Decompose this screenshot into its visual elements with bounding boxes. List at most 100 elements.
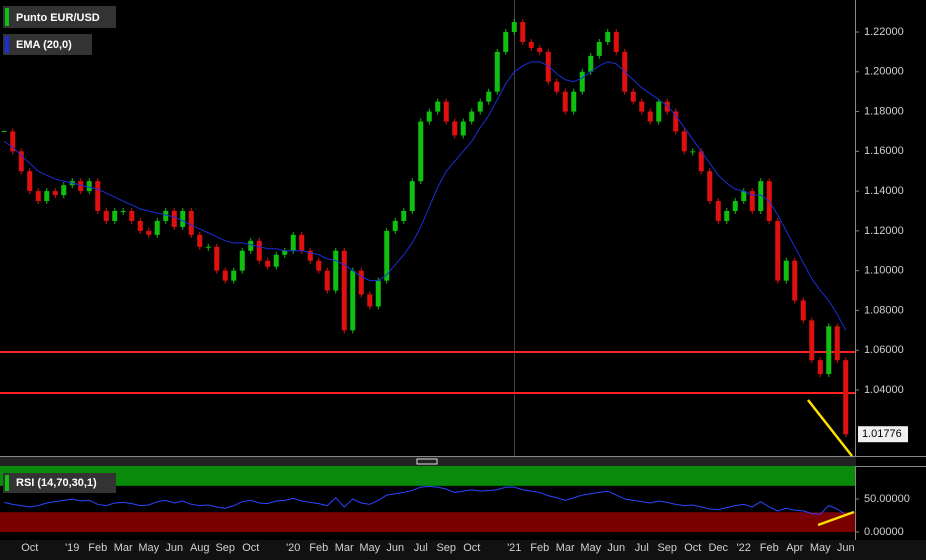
x-tick-label: Jun <box>165 542 183 554</box>
candle <box>290 234 296 251</box>
x-tick-label: May <box>810 542 831 554</box>
candle <box>537 47 543 52</box>
candle <box>588 55 594 72</box>
candle <box>409 181 415 211</box>
legend-label: Punto EUR/USD <box>16 12 100 24</box>
rsi-band <box>0 466 855 486</box>
legend-box <box>3 473 116 493</box>
legend-ema[interactable]: EMA (20,0) <box>3 34 92 55</box>
line-series <box>3 61 847 331</box>
candle <box>834 326 840 361</box>
candle <box>554 81 560 92</box>
candle <box>749 191 755 211</box>
candle <box>435 101 441 112</box>
candle <box>486 91 492 102</box>
candle <box>520 22 526 42</box>
separator-grip[interactable] <box>416 458 438 465</box>
y-tick-label: 1.18000 <box>864 105 904 117</box>
candle <box>647 111 653 122</box>
candle <box>78 181 84 192</box>
legend-swatch <box>5 475 9 491</box>
legend-price[interactable]: Punto EUR/USD <box>3 6 116 28</box>
candle <box>95 181 101 211</box>
candle <box>605 32 611 42</box>
y-tick-label: 1.20000 <box>864 66 904 78</box>
x-tick-label: May <box>359 542 380 554</box>
x-tick-label: Mar <box>335 542 354 554</box>
x-tick-label: May <box>138 542 159 554</box>
candle <box>350 270 356 331</box>
x-tick-label: May <box>580 542 601 554</box>
legend-label: RSI (14,70,30,1) <box>16 477 97 489</box>
candle <box>503 32 509 52</box>
candle <box>103 210 109 221</box>
candle <box>741 191 747 202</box>
candle <box>120 210 126 212</box>
y-tick-label: 1.06000 <box>864 344 904 356</box>
candle <box>154 220 160 235</box>
x-tick-label: Feb <box>760 542 779 554</box>
candle <box>375 280 381 307</box>
candle <box>571 91 577 112</box>
x-tick-label: '20 <box>286 542 300 554</box>
candle <box>562 91 568 112</box>
x-tick-label: Jul <box>414 542 428 554</box>
x-tick-label: Dec <box>708 542 728 554</box>
x-tick-label: Feb <box>88 542 107 554</box>
x-tick-label: Aug <box>190 542 210 554</box>
candle <box>690 151 696 153</box>
candle <box>197 234 203 247</box>
candle <box>715 201 721 221</box>
y-tick-label: 1.14000 <box>864 185 904 197</box>
candle <box>775 220 781 281</box>
candle <box>384 230 390 281</box>
candle <box>707 171 713 202</box>
y-tick-label: 1.08000 <box>864 304 904 316</box>
candle <box>443 101 449 122</box>
candle <box>299 234 305 251</box>
candle <box>817 360 823 375</box>
y-tick-label: 1.10000 <box>864 265 904 277</box>
candle <box>358 270 364 295</box>
candle <box>826 326 832 375</box>
x-tick-label: Feb <box>530 542 549 554</box>
candle <box>86 181 92 192</box>
candle <box>137 220 143 231</box>
candle <box>528 41 534 48</box>
candle <box>656 101 662 122</box>
candle <box>231 270 237 281</box>
x-tick-label: Mar <box>556 542 575 554</box>
candle <box>469 111 475 122</box>
candle <box>256 240 262 261</box>
candle <box>809 320 815 361</box>
candle <box>316 260 322 271</box>
candle <box>630 91 636 102</box>
candle <box>180 210 186 227</box>
legend-box <box>3 34 92 55</box>
candle <box>146 230 152 235</box>
legend-label: EMA (20,0) <box>16 39 72 51</box>
legend-rsi[interactable]: RSI (14,70,30,1) <box>3 473 116 493</box>
candle <box>10 131 16 152</box>
candle <box>341 250 347 331</box>
x-tick-label: Jun <box>386 542 404 554</box>
candle <box>324 270 330 291</box>
price-label: 1.01776 <box>862 428 902 440</box>
candle <box>273 254 279 267</box>
x-tick-label: Sep <box>657 542 677 554</box>
candle <box>418 121 424 182</box>
x-tick-label: Sep <box>436 542 456 554</box>
y-tick-label: 1.16000 <box>864 145 904 157</box>
candle <box>214 246 220 271</box>
panel-separator[interactable] <box>0 457 856 466</box>
x-tick-label: Oct <box>21 542 38 554</box>
x-tick-label: '19 <box>65 542 79 554</box>
x-tick-label: Jun <box>837 542 855 554</box>
candle <box>248 240 254 251</box>
candle <box>596 41 602 56</box>
candle <box>188 210 194 235</box>
x-tick-label: Sep <box>215 542 235 554</box>
x-tick-label: Jun <box>607 542 625 554</box>
candle <box>545 51 551 82</box>
candle <box>392 220 398 231</box>
